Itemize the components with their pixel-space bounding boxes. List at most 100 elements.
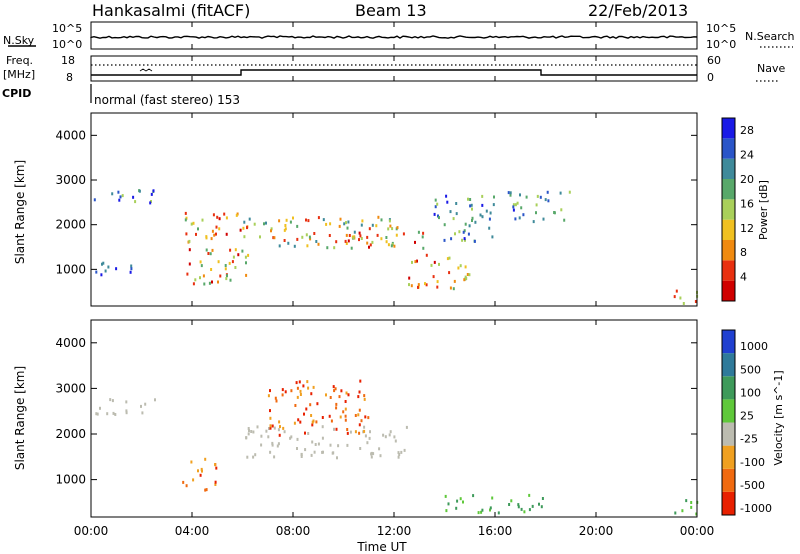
- echo-cell: [311, 423, 314, 427]
- echo-cell: [298, 380, 301, 384]
- echo-cell: [292, 216, 294, 220]
- echo-cell: [95, 412, 98, 416]
- echo-cell: [347, 393, 350, 397]
- echo-cell: [269, 409, 271, 413]
- echo-cell: [354, 414, 357, 417]
- echo-cell: [231, 260, 234, 264]
- echo-cell: [321, 425, 324, 429]
- echo-cell: [224, 264, 227, 267]
- echo-cell: [202, 274, 205, 278]
- echo-cell: [335, 427, 338, 431]
- echo-cell: [512, 205, 515, 209]
- echo-cell: [432, 275, 435, 279]
- echo-cell: [471, 207, 473, 211]
- echo-cell: [243, 235, 246, 239]
- echo-cell: [378, 447, 381, 451]
- echo-cell: [560, 208, 563, 212]
- echo-cell: [285, 218, 288, 222]
- echo-cell: [366, 441, 369, 445]
- echo-cell: [474, 220, 477, 224]
- echo-cell: [457, 266, 460, 270]
- echo-cell: [695, 512, 698, 516]
- echo-cell: [310, 453, 313, 457]
- echo-cell: [273, 455, 276, 459]
- echo-cell: [391, 227, 394, 231]
- echo-cell: [245, 261, 247, 265]
- echo-cell: [438, 216, 440, 220]
- velocity-y-ticks: 1000 2000 3000 4000: [55, 336, 697, 487]
- echo-cell: [200, 467, 203, 471]
- echo-cell: [214, 483, 217, 486]
- echo-cell: [210, 237, 213, 241]
- echo-cell: [307, 386, 310, 390]
- nsky-label: N.Sky: [3, 34, 35, 47]
- echo-cell: [102, 261, 105, 265]
- echo-cell: [275, 399, 278, 403]
- colorbar-tick-label: -500: [740, 479, 765, 492]
- colorbar-tick-label: 1000: [740, 340, 768, 353]
- y-tick-label: 2000: [55, 218, 86, 232]
- echo-cell: [273, 236, 276, 240]
- colorbar-tick-label: 4: [740, 271, 747, 284]
- echo-cell: [363, 397, 366, 401]
- echo-cell: [299, 389, 302, 393]
- echo-cell: [360, 237, 363, 240]
- echo-cell: [489, 508, 491, 512]
- echo-cell: [674, 511, 677, 515]
- velocity-panel-frame: [90, 319, 698, 518]
- velocity-colorbar: 1000 500 100 25 -25 -100 -500 -1000: [721, 329, 772, 516]
- echo-cell: [354, 430, 357, 434]
- echo-cell: [458, 230, 461, 234]
- echo-cell: [425, 253, 428, 257]
- echo-cell: [140, 404, 142, 408]
- echo-cell: [117, 190, 120, 194]
- echo-cell: [304, 448, 307, 452]
- echo-cell: [112, 411, 115, 415]
- echo-cell: [405, 425, 408, 429]
- echo-cell: [380, 218, 383, 222]
- echo-cell: [389, 430, 392, 434]
- echo-cell: [396, 226, 399, 230]
- x-tick-label: 00:00: [74, 524, 109, 538]
- echo-cell: [278, 420, 281, 424]
- echo-cell: [416, 259, 418, 263]
- echo-cell: [246, 455, 249, 459]
- echo-cell: [271, 424, 274, 428]
- echo-cell: [422, 246, 425, 250]
- nave-tick-bottom: 0: [707, 71, 714, 84]
- echo-cell: [247, 432, 250, 436]
- echo-cell: [681, 509, 684, 513]
- echo-cell: [344, 407, 347, 411]
- echo-cell: [369, 243, 372, 247]
- echo-cell: [371, 240, 374, 244]
- echo-cell: [387, 227, 390, 231]
- echo-cell: [225, 277, 228, 281]
- echo-cell: [344, 414, 347, 418]
- echo-cell: [369, 430, 371, 434]
- colorbar-segment: [722, 138, 735, 159]
- echo-cell: [118, 198, 121, 202]
- echo-cell: [531, 504, 534, 508]
- echo-cell: [359, 379, 362, 383]
- nave-label: Nave: [757, 62, 785, 75]
- y-tick-label: 1000: [55, 473, 86, 487]
- echo-cell: [446, 200, 449, 204]
- echo-cell: [277, 428, 280, 432]
- colorbar-segment: [722, 376, 735, 400]
- noise-panel: N.Sky 10^5 10^0 10^5 10^0 N.Search: [3, 21, 795, 51]
- echo-cell: [299, 420, 302, 424]
- colorbar-tick-label: 500: [740, 363, 761, 376]
- echo-cell: [192, 478, 195, 482]
- echo-cell: [333, 389, 336, 393]
- echo-cell: [184, 218, 187, 222]
- echo-cell: [433, 260, 436, 264]
- colorbar-segment: [722, 118, 735, 139]
- x-tick-label: 00:00: [680, 524, 715, 538]
- echo-cell: [462, 500, 464, 504]
- colorbar-segment: [722, 280, 735, 301]
- echo-cell: [447, 502, 450, 506]
- echo-cell: [219, 274, 222, 278]
- echo-cell: [316, 402, 319, 406]
- power-colorbar-label: Power [dB]: [757, 180, 770, 240]
- noise-sky-trace: [90, 35, 698, 39]
